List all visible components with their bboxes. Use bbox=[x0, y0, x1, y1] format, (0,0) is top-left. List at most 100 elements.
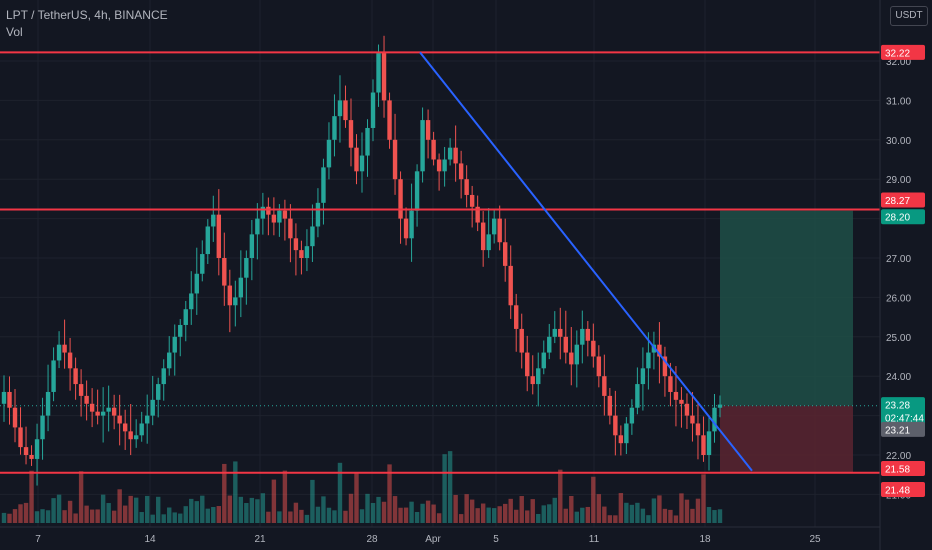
y-tick-label: 32.00 bbox=[886, 57, 911, 68]
candle-body bbox=[62, 344, 67, 353]
candle-body bbox=[508, 265, 513, 306]
candle-body bbox=[657, 344, 662, 357]
candle-body bbox=[244, 258, 249, 278]
candle-body bbox=[288, 218, 293, 239]
candle-body bbox=[189, 293, 194, 310]
candlesticks bbox=[1, 35, 723, 486]
volume-bar bbox=[387, 464, 392, 523]
volume-bar bbox=[381, 501, 387, 523]
volume-bar bbox=[541, 505, 546, 523]
volume-bar bbox=[657, 495, 662, 523]
volume-bar bbox=[51, 498, 56, 523]
volume-bar bbox=[370, 502, 376, 523]
candle-body bbox=[684, 403, 690, 416]
candle-body bbox=[67, 352, 73, 369]
price-tag bbox=[881, 481, 925, 497]
volume-bar bbox=[635, 502, 640, 523]
candle-body bbox=[133, 435, 139, 440]
volume-bar bbox=[150, 514, 155, 523]
candle-body bbox=[563, 336, 568, 353]
volume-bar bbox=[62, 510, 67, 523]
price-tag-label: 23.21 bbox=[885, 425, 910, 436]
candle-body bbox=[530, 376, 535, 385]
volume-bar bbox=[409, 501, 414, 523]
horizontal-levels bbox=[0, 51, 880, 474]
candle-body bbox=[447, 147, 453, 160]
candle-body bbox=[145, 415, 150, 424]
volume-bar bbox=[486, 507, 491, 523]
candle-body bbox=[519, 328, 524, 353]
volume-bar bbox=[216, 506, 221, 523]
position-zones bbox=[0, 210, 880, 473]
candle-body bbox=[442, 159, 447, 172]
candle-body bbox=[580, 328, 585, 345]
candle-body bbox=[640, 368, 646, 385]
candle-body bbox=[403, 218, 409, 239]
volume-bar bbox=[348, 493, 354, 523]
candle-body bbox=[161, 368, 166, 385]
volume-bar bbox=[7, 513, 12, 523]
candle-body bbox=[23, 447, 29, 455]
price-tag-label: 28.20 bbox=[885, 213, 910, 224]
descending-trend-line bbox=[419, 51, 753, 472]
volume-bar bbox=[469, 499, 475, 523]
candle-body bbox=[376, 53, 381, 93]
volume-bar bbox=[629, 504, 635, 523]
candle-body bbox=[436, 159, 442, 172]
candle-body bbox=[139, 423, 144, 436]
candle-body bbox=[585, 328, 591, 341]
candle-body bbox=[458, 163, 464, 180]
volume-bar bbox=[73, 513, 78, 523]
x-tick-label: 21 bbox=[254, 534, 266, 545]
volume-indicator-label[interactable]: Vol bbox=[6, 25, 23, 39]
candle-body bbox=[491, 218, 497, 235]
volume-bar bbox=[183, 506, 188, 523]
volume-bar bbox=[205, 508, 210, 523]
candle-body bbox=[695, 423, 701, 436]
symbol-title: LPT / TetherUS, 4h, BINANCE bbox=[6, 8, 168, 22]
price-tag-label: 23.28 bbox=[885, 401, 910, 412]
candle-body bbox=[271, 214, 277, 223]
volume-bar bbox=[178, 513, 183, 523]
candle-body bbox=[321, 167, 326, 203]
candle-body bbox=[34, 439, 40, 459]
volume-bar bbox=[244, 503, 249, 523]
volume-bar bbox=[255, 499, 260, 523]
volume-bar bbox=[260, 493, 266, 523]
candle-body bbox=[425, 120, 431, 140]
volume-bar bbox=[580, 507, 585, 523]
volume-bar bbox=[304, 514, 310, 523]
volume-bar bbox=[365, 493, 370, 523]
volume-bar bbox=[574, 511, 579, 523]
volume-bar bbox=[233, 461, 238, 523]
time-axis[interactable]: 7 14 21 28 Apr 5 11 18 25 bbox=[0, 526, 880, 545]
price-tag bbox=[881, 397, 925, 426]
price-tag bbox=[881, 192, 925, 208]
candle-body bbox=[547, 336, 552, 353]
candle-body bbox=[111, 407, 117, 416]
y-tick-label: 26.00 bbox=[886, 293, 911, 304]
volume-bar bbox=[591, 476, 596, 523]
trend-line bbox=[419, 51, 753, 472]
volume-bar bbox=[222, 463, 227, 523]
candle-body bbox=[78, 384, 84, 396]
price-tag-label: 32.22 bbox=[885, 48, 910, 59]
volume-bar bbox=[139, 512, 144, 523]
volume-bar bbox=[194, 501, 199, 523]
volume-bar bbox=[293, 502, 299, 523]
candle-body bbox=[238, 277, 244, 298]
volume-bar bbox=[431, 504, 436, 523]
volume-bar bbox=[558, 469, 563, 523]
currency-button[interactable]: USDT bbox=[890, 6, 928, 26]
volume-bar bbox=[442, 454, 447, 523]
volume-bar bbox=[84, 505, 89, 523]
candle-body bbox=[260, 206, 266, 219]
volume-bar bbox=[343, 510, 348, 523]
candle-body bbox=[701, 435, 706, 455]
volume-bar bbox=[277, 511, 282, 523]
volume-bar bbox=[200, 495, 205, 523]
volume-bar bbox=[414, 511, 420, 523]
y-tick-label: 31.00 bbox=[886, 96, 911, 107]
volume-bar bbox=[12, 509, 18, 523]
